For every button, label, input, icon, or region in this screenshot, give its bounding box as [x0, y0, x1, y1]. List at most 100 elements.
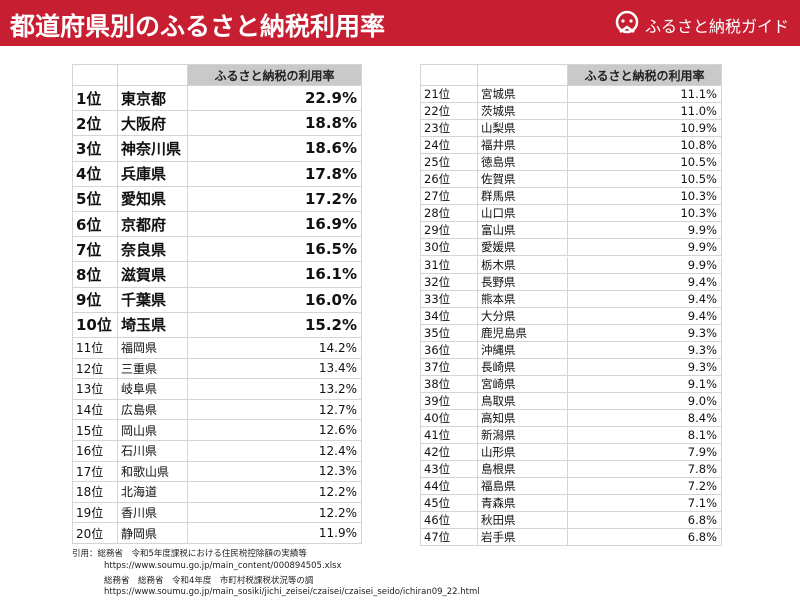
- rate: 7.1%: [568, 495, 722, 513]
- prefecture: 大阪府: [118, 111, 188, 137]
- rank: 22位: [420, 103, 478, 121]
- rate: 16.1%: [188, 262, 362, 288]
- rank: 1位: [72, 86, 118, 112]
- rate: 16.0%: [188, 287, 362, 313]
- rate: 15.2%: [188, 312, 362, 338]
- prefecture: 石川県: [118, 441, 188, 462]
- rate: 9.9%: [568, 256, 722, 274]
- prefecture: 岡山県: [118, 420, 188, 441]
- rate: 9.4%: [568, 273, 722, 291]
- prefecture: 三重県: [118, 358, 188, 380]
- rank: 20位: [72, 523, 118, 544]
- prefecture: 沖縄県: [478, 341, 568, 359]
- prefecture: 高知県: [478, 409, 568, 427]
- rate: 10.5%: [568, 171, 722, 189]
- rank: 43位: [420, 461, 478, 479]
- prefecture: 茨城県: [478, 103, 568, 121]
- rank: 2位: [72, 111, 118, 137]
- prefecture: 佐賀県: [478, 171, 568, 189]
- rate: 9.3%: [568, 341, 722, 359]
- rank: 13位: [72, 379, 118, 400]
- rate: 9.1%: [568, 375, 722, 393]
- rank: 26位: [420, 171, 478, 189]
- rank: 21位: [420, 86, 478, 104]
- rate: 9.3%: [568, 358, 722, 376]
- rate: 9.4%: [568, 307, 722, 325]
- prefecture: 富山県: [478, 222, 568, 240]
- rank: 17位: [72, 461, 118, 483]
- prefecture: 兵庫県: [118, 161, 188, 187]
- rate: 10.3%: [568, 188, 722, 206]
- prefecture: 埼玉県: [118, 312, 188, 338]
- prefecture: 山梨県: [478, 120, 568, 138]
- prefecture: 岩手県: [478, 529, 568, 547]
- prefecture: 京都府: [118, 212, 188, 238]
- rate: 18.6%: [188, 136, 362, 162]
- rate: 10.3%: [568, 205, 722, 223]
- rank: 44位: [420, 478, 478, 496]
- rate: 7.9%: [568, 444, 722, 462]
- rank: 40位: [420, 409, 478, 427]
- prefecture: 群馬県: [478, 188, 568, 206]
- prefecture: 静岡県: [118, 523, 188, 544]
- rate: 11.9%: [188, 523, 362, 544]
- rank: 7位: [72, 237, 118, 263]
- prefecture: 東京都: [118, 86, 188, 112]
- rank: 46位: [420, 512, 478, 530]
- prefecture: 和歌山県: [118, 461, 188, 483]
- rate: 6.8%: [568, 529, 722, 547]
- rank: 14位: [72, 399, 118, 421]
- prefecture: 神奈川県: [118, 136, 188, 162]
- rate: 13.4%: [188, 358, 362, 380]
- rank: 18位: [72, 482, 118, 503]
- prefecture: 宮崎県: [478, 375, 568, 393]
- rate: 17.8%: [188, 161, 362, 187]
- rate: 22.9%: [188, 86, 362, 112]
- prefecture: 長崎県: [478, 358, 568, 376]
- prefecture: 新潟県: [478, 427, 568, 445]
- rate: 9.3%: [568, 324, 722, 342]
- source-url: https://www.soumu.go.jp/main_sosiki/jich…: [104, 587, 480, 597]
- prefecture: 青森県: [478, 495, 568, 513]
- rank: 5位: [72, 186, 118, 212]
- rate: 12.2%: [188, 502, 362, 524]
- prefecture: 福島県: [478, 478, 568, 496]
- rate: 7.8%: [568, 461, 722, 479]
- rate: 9.4%: [568, 290, 722, 308]
- rank: 9位: [72, 287, 118, 313]
- prefecture: 栃木県: [478, 256, 568, 274]
- rank: 29位: [420, 222, 478, 240]
- prefecture: 愛媛県: [478, 239, 568, 257]
- prefecture: 鳥取県: [478, 392, 568, 410]
- rank: 31位: [420, 256, 478, 274]
- rank: 3位: [72, 136, 118, 162]
- prefecture: 鹿児島県: [478, 324, 568, 342]
- prefecture: 徳島県: [478, 154, 568, 172]
- rate: 10.5%: [568, 154, 722, 172]
- header-cell: [478, 64, 568, 86]
- rate: 16.5%: [188, 237, 362, 263]
- rate: 17.2%: [188, 186, 362, 212]
- prefecture: 山形県: [478, 444, 568, 462]
- rate: 10.9%: [568, 120, 722, 138]
- rank: 19位: [72, 502, 118, 524]
- rate: 9.0%: [568, 392, 722, 410]
- rank: 38位: [420, 375, 478, 393]
- rate: 12.7%: [188, 399, 362, 421]
- banner: 都道府県別のふるさと納税利用率 ふるさと納税ガイド: [0, 0, 800, 46]
- header-cell: [420, 64, 478, 86]
- rank: 28位: [420, 205, 478, 223]
- header-cell: [118, 64, 188, 86]
- rate: 12.4%: [188, 441, 362, 462]
- rank: 8位: [72, 262, 118, 288]
- rank: 39位: [420, 392, 478, 410]
- prefecture: 広島県: [118, 399, 188, 421]
- rank: 47位: [420, 529, 478, 547]
- prefecture: 北海道: [118, 482, 188, 503]
- rate: 8.1%: [568, 427, 722, 445]
- prefecture: 大分県: [478, 307, 568, 325]
- rank: 36位: [420, 341, 478, 359]
- rank: 37位: [420, 358, 478, 376]
- rate: 9.9%: [568, 222, 722, 240]
